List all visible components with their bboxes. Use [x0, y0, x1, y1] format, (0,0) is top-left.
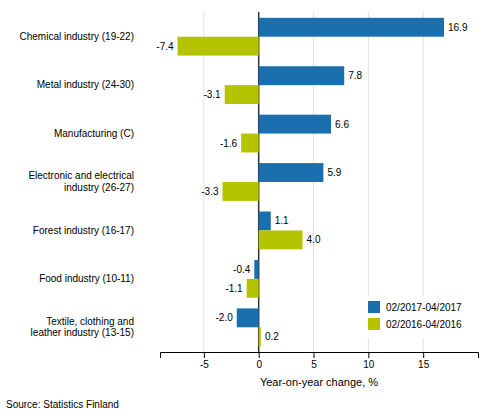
tick: 0 — [256, 352, 262, 370]
bar — [225, 85, 259, 104]
tick-label: 10 — [363, 359, 375, 370]
tick: Electronic and electricalindustry (26-27… — [28, 170, 134, 193]
tick-label-line: Electronic and electrical — [28, 170, 134, 181]
bar — [259, 212, 271, 231]
tick: 15 — [418, 352, 430, 370]
data-label: -0.4 — [233, 264, 251, 275]
bar — [241, 134, 259, 153]
tick-label-line: Food industry (10-11) — [39, 273, 134, 284]
data-label: 1.1 — [275, 215, 289, 226]
grid-line — [203, 12, 204, 352]
data-label: 6.6 — [335, 119, 349, 130]
tick-label-line: leather industry (13-15) — [31, 327, 134, 338]
tick-label: 5 — [311, 359, 317, 370]
tick-mark — [259, 352, 260, 358]
tick-label: Textile, clothing andleather industry (1… — [31, 316, 134, 339]
bar — [259, 230, 303, 249]
tick-label-line: Chemical industry (19-22) — [20, 31, 135, 42]
tick-label: -5 — [200, 359, 209, 370]
legend-swatch — [368, 301, 380, 313]
tick-mark — [423, 352, 424, 358]
data-label: -1.1 — [225, 283, 243, 294]
tick: Chemical industry (19-22) — [20, 31, 135, 42]
tick: 10 — [363, 352, 375, 370]
series — [237, 18, 444, 327]
tick-label: Chemical industry (19-22) — [20, 31, 135, 42]
tick-label: Electronic and electricalindustry (26-27… — [28, 170, 134, 193]
tick-label-line: Forest industry (16-17) — [33, 225, 134, 236]
tick-mark — [368, 352, 369, 358]
chart: 16.9 7.8 6.6 5.9 1.1 -0.4 -2.0 -7.4 -3.1 -1.6 -3.3… — [0, 0, 493, 416]
data-labels: 16.9 7.8 6.6 5.9 1.1 -0.4 -2.0 -7.4 -3.1 -1.6 -3.3… — [156, 22, 468, 342]
data-label: 4.0 — [307, 234, 321, 245]
data-label: 5.9 — [327, 167, 341, 178]
legend-label: 02/2017-04/2017 — [386, 302, 462, 313]
tick-label: Forest industry (16-17) — [33, 225, 134, 236]
bar — [247, 279, 259, 298]
legend-item: 02/2017-04/2017 — [368, 301, 462, 313]
legend-label: 02/2016-04/2016 — [386, 319, 462, 330]
tick: 5 — [311, 352, 317, 370]
annotation: Source: Statistics Finland — [6, 399, 119, 410]
plot: 16.9 7.8 6.6 5.9 1.1 -0.4 -2.0 -7.4 -3.1 -1.6 -3.3… — [20, 12, 479, 388]
tick-label: Manufacturing (C) — [54, 128, 134, 139]
bar — [259, 327, 261, 346]
tick-mark — [204, 352, 205, 358]
data-label: -3.1 — [203, 89, 221, 100]
tick-label-line: Manufacturing (C) — [54, 128, 134, 139]
legend-item: 02/2016-04/2016 — [368, 318, 462, 330]
data-label: -1.6 — [220, 138, 238, 149]
bar — [178, 37, 259, 56]
x-axis: -5 0 5 10 15 — [161, 352, 479, 370]
tick-label-line: Textile, clothing and — [46, 316, 134, 327]
tick-label-line: Metal industry (24-30) — [37, 79, 134, 90]
tick-label: Metal industry (24-30) — [37, 79, 134, 90]
tick: -5 — [200, 352, 209, 370]
tick: Textile, clothing andleather industry (1… — [31, 316, 134, 339]
tick: Manufacturing (C) — [54, 128, 134, 139]
x-axis-title: Year-on-year change, % — [260, 376, 378, 388]
tick-label: 0 — [256, 359, 262, 370]
data-label: 16.9 — [448, 22, 468, 33]
series — [178, 37, 303, 346]
data-label: 7.8 — [348, 70, 362, 81]
data-label: -3.3 — [201, 186, 219, 197]
data-label: -7.4 — [156, 41, 174, 52]
tick: Forest industry (16-17) — [33, 225, 134, 236]
legend-background — [362, 296, 474, 338]
legend: 02/2017-04/2017 02/2016-04/2016 — [362, 296, 474, 338]
tick-label-line: industry (26-27) — [64, 182, 134, 193]
bar — [259, 163, 324, 182]
bar — [254, 260, 258, 279]
tick: Metal industry (24-30) — [37, 79, 134, 90]
tick-label: Food industry (10-11) — [39, 273, 134, 284]
tick: Food industry (10-11) — [39, 273, 134, 284]
legend-swatch — [368, 318, 380, 330]
tick-mark — [314, 352, 315, 358]
bar — [237, 308, 259, 327]
bar — [259, 115, 331, 134]
axis-line — [161, 353, 479, 359]
bar — [223, 182, 259, 201]
bar — [259, 66, 345, 85]
data-label: 0.2 — [265, 331, 279, 342]
data-label: -2.0 — [216, 312, 234, 323]
bar — [259, 18, 444, 37]
y-axis: Chemical industry (19-22) Metal industry … — [20, 31, 135, 338]
tick-label: 15 — [418, 359, 430, 370]
